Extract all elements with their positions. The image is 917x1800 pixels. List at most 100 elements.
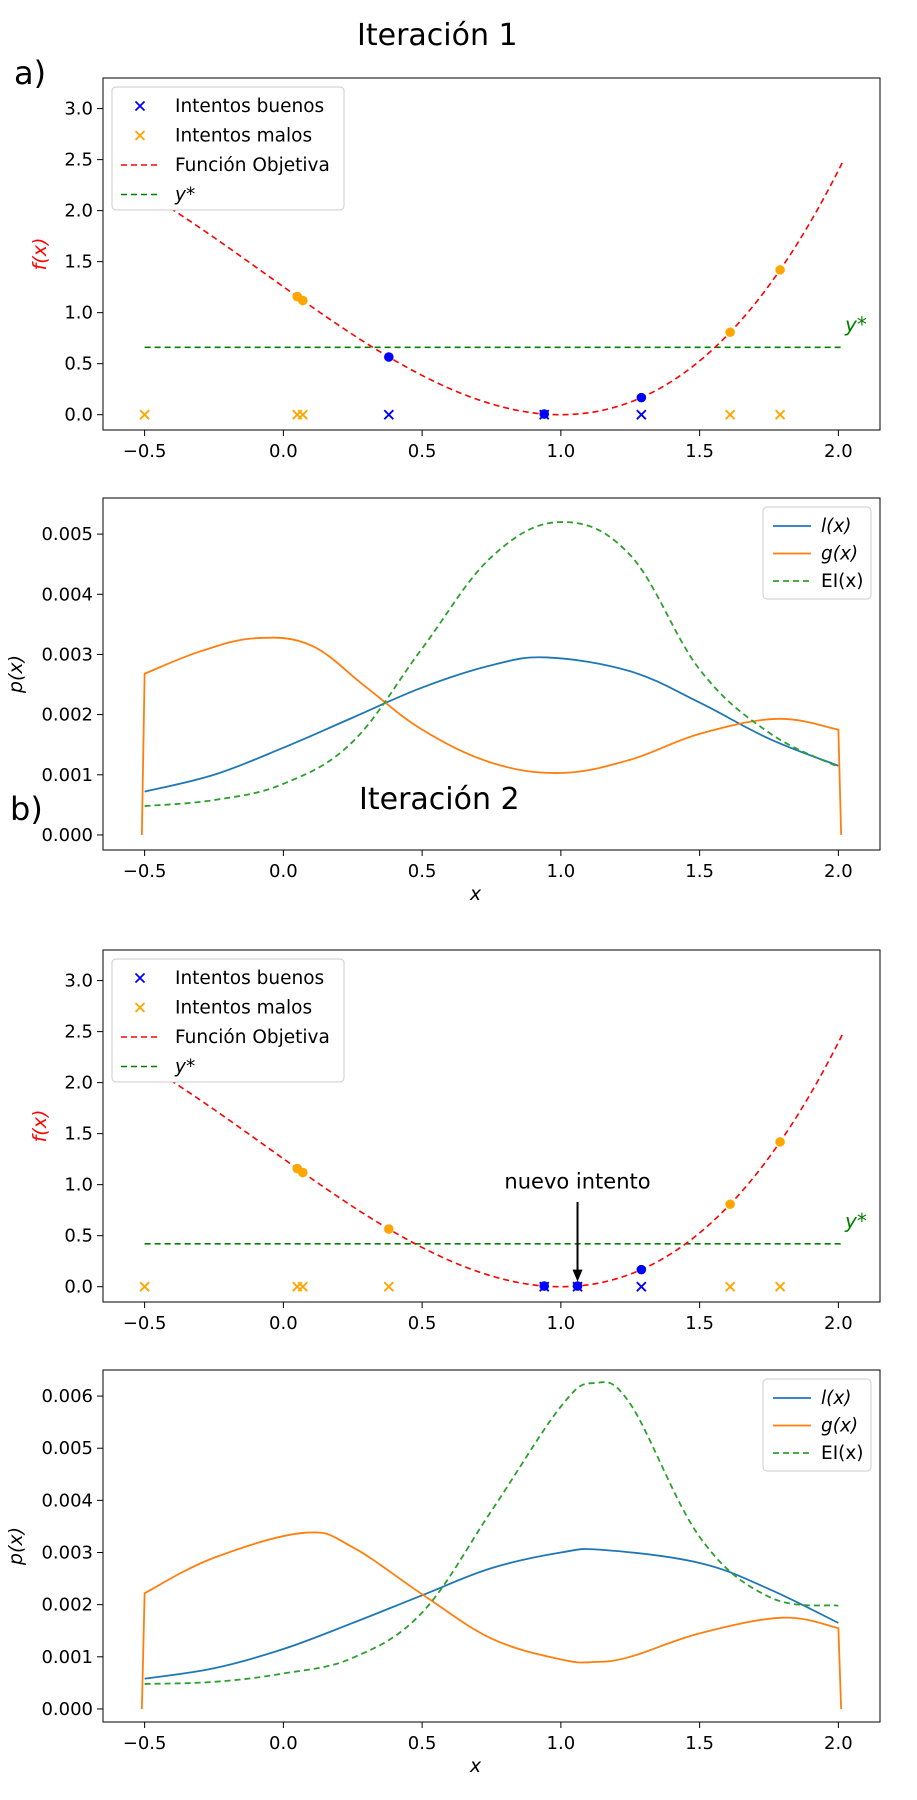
bad-trial-point [725, 327, 735, 338]
x-tick-label: 1.0 [547, 1733, 576, 1754]
x-tick-label: −0.5 [123, 441, 167, 462]
good-trial-marker [539, 409, 550, 420]
x-tick-label: −0.5 [123, 1733, 167, 1754]
y-tick-label: 0.000 [41, 825, 93, 846]
x-tick-label: 1.0 [547, 1313, 576, 1334]
legend-label: y* [174, 185, 195, 206]
y-tick-label: 2.0 [64, 1073, 93, 1094]
x-axis-label: x [469, 1755, 482, 1777]
legend-label: Intentos buenos [175, 96, 324, 117]
legend-marker [134, 130, 146, 141]
legend-label: g(x) [821, 1416, 858, 1437]
legend-label: l(x) [821, 516, 852, 537]
x-axis-label: x [469, 883, 482, 905]
y-tick-label: 0.000 [41, 1699, 93, 1720]
bad-trial-marker [139, 409, 150, 420]
legend-marker [134, 1002, 146, 1013]
y-tick-label: 0.001 [41, 1647, 93, 1668]
y-tick-label: 0.0 [64, 1277, 93, 1298]
x-tick-label: 1.5 [685, 1733, 714, 1754]
y-tick-label: 1.5 [64, 1124, 93, 1145]
y-tick-label: 2.5 [64, 1022, 93, 1043]
x-tick-label: −0.5 [123, 861, 167, 882]
chart-panel-b-bottom: −0.5 0.0 0.5 1.0 1.5 2.0 0.000 0.001 0.002 0.003 0… [5, 1369, 881, 1777]
y-tick-label: 0.001 [41, 765, 93, 786]
y-tick-label: 0.003 [41, 1543, 93, 1564]
x-tick-label: 2.0 [824, 1733, 853, 1754]
section-title-1: Iteración 1 [357, 18, 518, 53]
good-trial-marker [636, 1281, 647, 1292]
legend: l(x) g(x) EI(x) [762, 1378, 872, 1472]
x-tick-label: 1.5 [685, 861, 714, 882]
bad-trial-point [298, 1167, 308, 1178]
legend-box [111, 86, 345, 211]
bad-trial-marker [774, 1281, 786, 1292]
bad-trial-point [384, 1224, 394, 1234]
panel-letter-a: a) [14, 54, 47, 92]
legend-marker [134, 100, 146, 112]
x-tick-label: 0.0 [269, 441, 298, 462]
x-tick-label: 1.5 [685, 1313, 714, 1334]
y-axis-label: f(x) [29, 238, 51, 271]
objective-function-line [144, 159, 845, 416]
legend-box [111, 958, 345, 1083]
y-tick-label: 1.0 [64, 1175, 93, 1196]
bad-trial-point [775, 1137, 785, 1147]
good-trial-marker [572, 1281, 583, 1292]
chart-panel-a-top: −0.5 0.0 0.5 1.0 1.5 2.0 0.0 0.5 1.0 1.5 2.0 2.5 3.0… [29, 77, 881, 462]
series-line-gx [140, 1531, 843, 1709]
bad-trial-point [775, 265, 785, 275]
y-tick-label: 1.5 [64, 252, 93, 273]
good-trial-marker [636, 409, 647, 420]
bad-trial-marker [139, 1281, 150, 1292]
x-tick-label: 0.5 [408, 1313, 437, 1334]
bad-trial-marker [774, 409, 786, 420]
chart-panel-a-bottom: −0.5 0.0 0.5 1.0 1.5 2.0 0.000 0.001 0.002 0.003 0… [5, 497, 881, 905]
bad-trial-marker [725, 409, 736, 420]
legend-box [762, 1378, 872, 1472]
legend-label: Intentos malos [175, 126, 312, 147]
ystar-label: y* [844, 1209, 867, 1233]
series-line-eix [144, 1381, 839, 1685]
y-tick-label: 0.005 [41, 524, 93, 545]
y-tick-label: 0.004 [41, 584, 93, 605]
x-tick-label: 0.5 [408, 1733, 437, 1754]
legend: l(x) g(x) EI(x) [762, 506, 872, 600]
x-tick-label: 0.5 [408, 861, 437, 882]
series-line-lx [144, 1548, 839, 1680]
legend-label: Función Objetiva [175, 1027, 330, 1048]
legend: Intentos buenos Intentos malos Función Obj… [111, 958, 345, 1083]
series-line-lx [144, 656, 839, 793]
legend-label: Intentos malos [175, 998, 312, 1019]
y-tick-label: 1.0 [64, 303, 93, 324]
annotation-arrow-head [572, 1269, 583, 1282]
series-line-eix [144, 521, 839, 807]
ystar-label: y* [844, 312, 867, 336]
plot-frame-3 [102, 1369, 881, 1723]
x-tick-label: 2.0 [824, 441, 853, 462]
x-tick-label: 0.0 [269, 861, 298, 882]
good-trial-point [636, 392, 647, 403]
plot-frame-2 [102, 949, 881, 1303]
y-axis-label: p(x) [5, 1527, 27, 1566]
y-tick-label: 0.006 [41, 1386, 93, 1407]
x-tick-label: 1.5 [685, 441, 714, 462]
objective-function-line [144, 1031, 845, 1288]
y-tick-label: 3.0 [64, 971, 93, 992]
bad-trial-marker [725, 1281, 736, 1292]
bad-trial-marker [297, 1281, 308, 1292]
series-line-gx [140, 636, 843, 835]
legend-label: EI(x) [821, 571, 864, 592]
x-tick-label: −0.5 [123, 1313, 167, 1334]
plot-frame-0 [102, 77, 881, 431]
good-trial-point [636, 1264, 647, 1275]
y-tick-label: 0.0 [64, 405, 93, 426]
x-tick-label: 2.0 [824, 861, 853, 882]
good-trial-marker [539, 1281, 550, 1292]
legend-label: EI(x) [821, 1443, 864, 1464]
legend: Intentos buenos Intentos malos Función Obj… [111, 86, 345, 211]
panel-letter-b: b) [10, 790, 43, 828]
y-tick-label: 0.003 [41, 644, 93, 665]
y-tick-label: 0.005 [41, 1438, 93, 1459]
legend-label: Intentos buenos [175, 968, 324, 989]
